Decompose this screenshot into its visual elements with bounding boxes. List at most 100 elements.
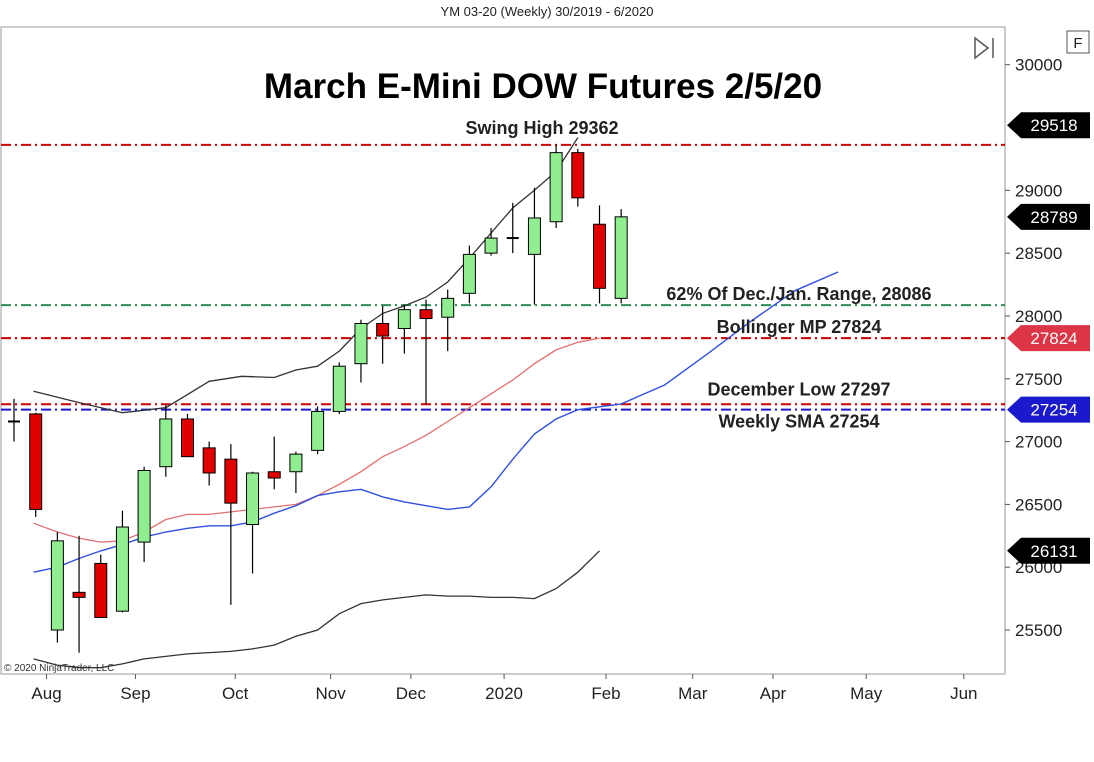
candle (180, 413, 194, 458)
candle-body (224, 458, 238, 504)
candle (246, 471, 260, 574)
price-tag-shape (1007, 396, 1090, 423)
x-tick-label: Feb (591, 684, 620, 703)
x-tick-label: Mar (678, 684, 708, 703)
candle (267, 436, 281, 490)
candle (484, 228, 498, 256)
candle-body (527, 217, 541, 255)
candle (527, 187, 541, 305)
candle (311, 406, 325, 455)
price-tag-shape (1007, 112, 1090, 139)
candle-body (115, 526, 129, 612)
x-tick-label: Sep (120, 684, 150, 703)
candle-body (484, 237, 498, 254)
y-tick-label: 29000 (1015, 181, 1062, 200)
candle (354, 319, 368, 383)
candle-body (72, 591, 86, 598)
candle (592, 205, 606, 304)
candle (202, 441, 216, 486)
tag-28789: 28789 (1007, 203, 1090, 230)
level-label-weekly-sma: Weekly SMA 27254 (718, 412, 879, 432)
candle-body (614, 216, 628, 299)
y-tick-label: 26500 (1015, 495, 1062, 514)
bollinger-upper-line (33, 137, 579, 414)
price-tag-label: 27824 (1030, 329, 1077, 348)
level-label-fib-62: 62% Of Dec./Jan. Range, 28086 (666, 284, 931, 304)
y-tick-label: 27500 (1015, 370, 1062, 389)
x-tick-label: Nov (315, 684, 346, 703)
candle-body (592, 223, 606, 289)
level-label-swing-high: Swing High 29362 (465, 118, 618, 138)
candle (419, 299, 433, 404)
candle (549, 144, 563, 229)
candle-body (441, 297, 455, 318)
candles (8, 144, 628, 653)
candle-body (462, 253, 476, 294)
candle (441, 289, 455, 352)
tag-27254: 27254 (1007, 396, 1090, 423)
candle (397, 304, 411, 354)
level-lines (1, 143, 1005, 411)
candle-body (267, 471, 281, 479)
level-label-december-low: December Low 27297 (707, 379, 890, 399)
x-tick-label: Apr (760, 684, 787, 703)
y-tick-label: 30000 (1015, 56, 1062, 75)
price-tag-label: 29518 (1030, 116, 1077, 135)
price-tag-label: 27254 (1030, 401, 1077, 420)
candle-body (311, 410, 325, 451)
chart-header-subtitle: YM 03-20 (Weekly) 30/2019 - 6/2020 (440, 4, 654, 19)
candle (159, 405, 173, 477)
f-button[interactable]: F (1066, 30, 1090, 54)
candle-body (354, 322, 368, 365)
f-button-label: F (1073, 35, 1082, 52)
candle-body (376, 322, 390, 337)
chart-title: March E-Mini DOW Futures 2/5/20 (264, 67, 822, 106)
candle-body (137, 469, 151, 543)
candle (137, 466, 151, 563)
price-tags: 29518 28789 27824 27254 26131 (1007, 112, 1090, 564)
scroll-to-end-button[interactable] (974, 36, 994, 60)
candle-body (397, 309, 411, 330)
candle-body (159, 418, 173, 468)
candle (571, 148, 585, 207)
candle-body (332, 365, 346, 412)
y-axis: 2550026000265002700027500280002850029000… (1005, 56, 1062, 640)
candle-body (571, 152, 585, 199)
candle (50, 532, 64, 643)
x-tick-label: May (850, 684, 883, 703)
candle-body (29, 413, 43, 510)
x-tick-label: 2020 (485, 684, 523, 703)
candle (376, 305, 390, 364)
tag-29518: 29518 (1007, 112, 1090, 139)
candle-body (94, 562, 108, 618)
x-axis: Aug Sep Oct Nov Dec 2020 Feb Mar Apr May Jun (31, 674, 978, 703)
candle-body (50, 540, 64, 631)
candle-body (549, 152, 563, 223)
candle (8, 398, 21, 442)
candle-body (180, 418, 194, 458)
candle (614, 209, 628, 304)
candle-body (289, 453, 303, 473)
x-tick-label: Jun (950, 684, 977, 703)
price-tag-label: 26131 (1030, 542, 1077, 561)
price-tag-shape (1007, 325, 1090, 352)
level-labels: Swing High 29362 62% Of Dec./Jan. Range, … (465, 118, 931, 432)
candle-body (246, 472, 260, 525)
candle (289, 451, 303, 494)
x-tick-label: Dec (396, 684, 427, 703)
f-button-frame (1066, 30, 1090, 54)
y-tick-label: 28500 (1015, 244, 1062, 263)
candle-body (419, 309, 433, 319)
copyright-note: © 2020 NinjaTrader, LLC (4, 663, 114, 674)
x-tick-label: Oct (222, 684, 249, 703)
price-tag-shape (1007, 203, 1090, 230)
y-tick-label: 27000 (1015, 433, 1062, 452)
price-tag-shape (1007, 537, 1090, 564)
candle (72, 535, 86, 653)
y-tick-label: 28000 (1015, 307, 1062, 326)
skip-to-end-icon (974, 36, 990, 60)
x-tick-label: Aug (31, 684, 61, 703)
tag-26131: 26131 (1007, 537, 1090, 564)
price-tag-label: 28789 (1030, 208, 1077, 227)
